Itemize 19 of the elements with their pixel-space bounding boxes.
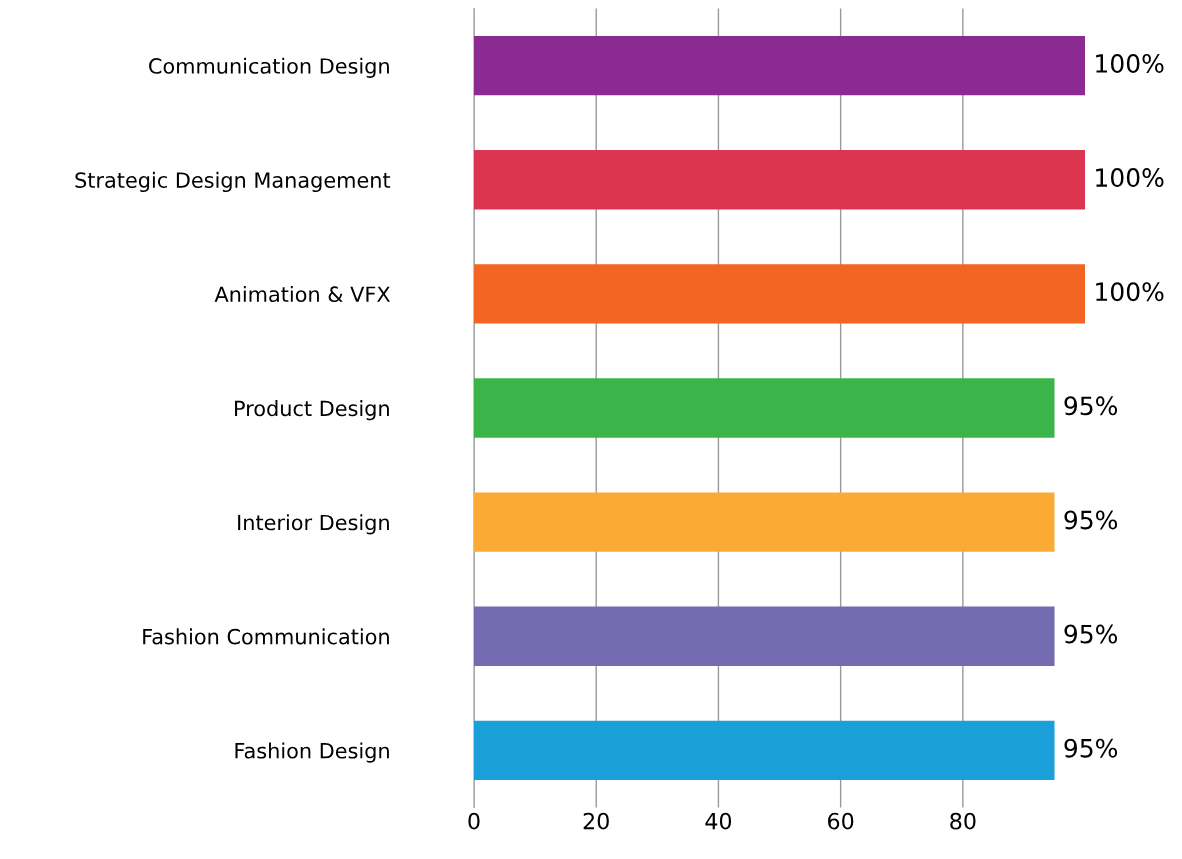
y-tick-label: Animation & VFX [214, 285, 390, 303]
x-tick-label: 40 [705, 812, 732, 830]
y-tick-label: Communication Design [149, 57, 389, 78]
data-label: 100% [1096, 54, 1164, 73]
data-label: 95% [1064, 396, 1118, 416]
x-tick-label: 60 [828, 812, 854, 830]
x-tick-label: 80 [950, 812, 976, 830]
y-tick-label: Fashion Design [235, 742, 389, 763]
data-label: 95% [1064, 624, 1118, 644]
data-label: 95% [1064, 510, 1118, 530]
y-tick-label: Product Design [235, 400, 389, 421]
x-tick-label: 0 [468, 812, 480, 830]
data-label: 95% [1064, 738, 1118, 758]
y-tick-label: Interior Design [238, 514, 389, 535]
y-tick-label: Fashion Communication [143, 628, 389, 645]
data-label: 100% [1096, 168, 1164, 188]
y-tick-label: Strategic Design Management [75, 171, 391, 193]
data-label: 100% [1096, 282, 1164, 302]
x-tick-label: 20 [583, 812, 609, 830]
